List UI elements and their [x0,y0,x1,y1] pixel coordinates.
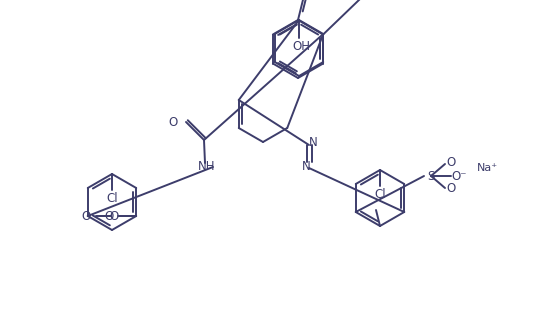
Text: O: O [446,183,456,196]
Text: Na⁺: Na⁺ [476,163,497,173]
Text: O: O [169,115,178,129]
Text: Cl: Cl [106,192,118,204]
Text: O⁻: O⁻ [451,169,467,183]
Text: S: S [427,169,435,183]
Text: NH: NH [198,160,216,173]
Text: O: O [81,209,91,222]
Text: O: O [446,157,456,169]
Text: Cl: Cl [374,188,386,201]
Text: N: N [301,159,311,173]
Text: O: O [104,209,113,222]
Text: O: O [110,209,119,222]
Text: N: N [308,135,317,149]
Text: OH: OH [292,40,310,52]
